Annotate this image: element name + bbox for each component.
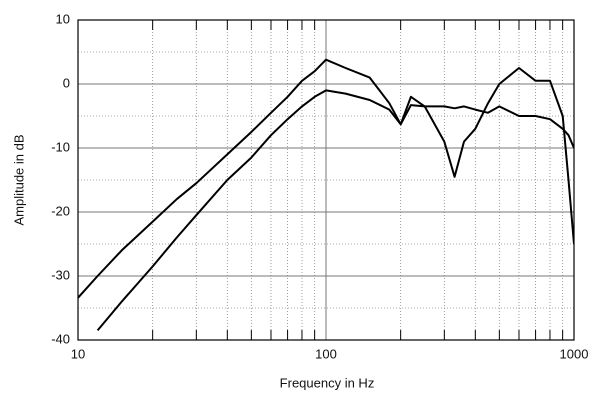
x-tick-label: 100 [315, 346, 337, 361]
plot-frame [77, 19, 575, 341]
y-tick-label: -10 [51, 139, 70, 154]
x-tick-label: 1000 [560, 346, 589, 361]
line-series [78, 58, 574, 299]
line-series [96, 89, 574, 332]
y-tick-label: -20 [51, 203, 70, 218]
y-tick-label: 10 [56, 11, 70, 26]
x-axis-label: Frequency in Hz [280, 375, 375, 390]
y-tick-label: -40 [51, 331, 70, 346]
y-tick-label: 0 [63, 75, 70, 90]
x-tick-label: 10 [71, 346, 85, 361]
y-tick-label: -30 [51, 267, 70, 282]
y-axis-label: Amplitude in dB [11, 134, 26, 225]
